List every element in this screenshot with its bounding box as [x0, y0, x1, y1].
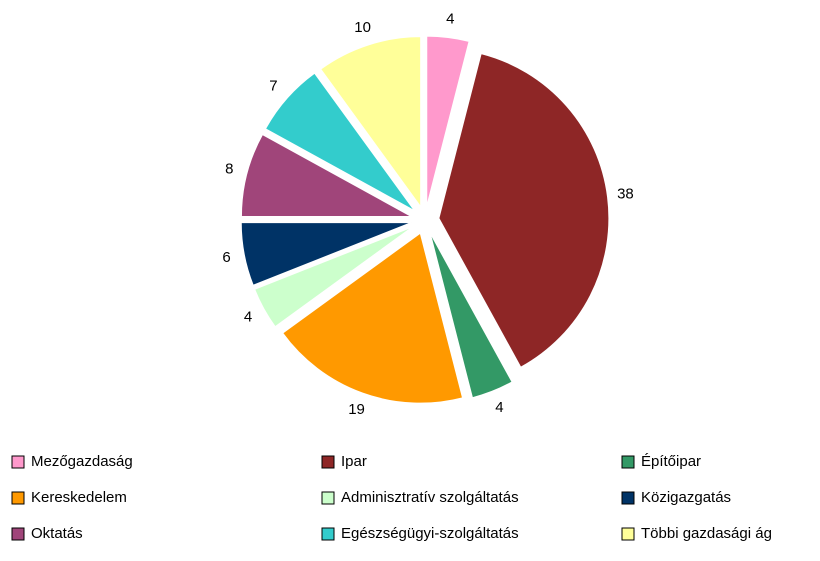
legend-swatch	[11, 491, 25, 505]
data-label: 19	[348, 401, 365, 418]
legend-label: Adminisztratív szolgáltatás	[341, 489, 519, 506]
pie-slice	[264, 72, 415, 212]
pie-slice	[254, 226, 414, 328]
pie-slice	[320, 36, 422, 209]
pie-slice	[429, 232, 513, 399]
data-label: 8	[225, 161, 233, 178]
legend-swatch	[11, 527, 25, 541]
pie-slice	[438, 52, 610, 368]
data-label: 6	[222, 249, 230, 266]
legend-label: Közigazgatás	[641, 489, 731, 506]
pie-slice	[426, 35, 470, 207]
data-label: 38	[617, 186, 634, 203]
pie-slice	[240, 133, 412, 218]
legend-label: Mezőgazdaság	[31, 453, 133, 470]
legend-swatch	[11, 455, 25, 469]
data-label: 4	[495, 399, 503, 416]
legend-swatch	[621, 491, 635, 505]
legend-label: Egészségügyi-szolgáltatás	[341, 525, 519, 542]
data-label: 4	[446, 11, 454, 28]
data-label: 4	[244, 308, 252, 325]
legend-label: Oktatás	[31, 525, 83, 542]
legend-swatch	[321, 491, 335, 505]
legend-label: Ipar	[341, 453, 367, 470]
data-label: 7	[269, 77, 277, 94]
legend-label: Kereskedelem	[31, 489, 127, 506]
legend-swatch	[321, 527, 335, 541]
legend-swatch	[321, 455, 335, 469]
legend-swatch	[621, 527, 635, 541]
legend-label: Építőipar	[641, 453, 701, 470]
legend-swatch	[621, 455, 635, 469]
legend-label: Többi gazdasági ág	[641, 525, 772, 542]
pie-slice	[282, 232, 464, 404]
data-label: 10	[354, 19, 371, 36]
pie-slice	[240, 222, 412, 286]
